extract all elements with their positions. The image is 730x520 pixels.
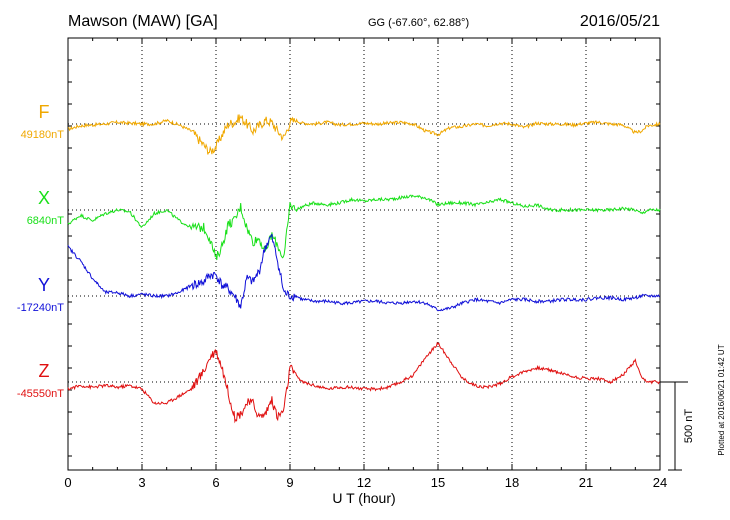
series-line-y [67,233,661,312]
chart-title: Mawson (MAW) [GA] [68,13,218,30]
station-coords: GG (-67.60°, 62.88°) [368,17,469,29]
x-tick-label: 15 [431,475,445,490]
x-tick-label: 21 [579,475,593,490]
x-tick-label: 18 [505,475,519,490]
component-baseline-f: 49180nT [21,129,65,141]
series-line-f [67,113,661,155]
x-axis-ticks: 0 3 6 9 12 15 18 21 24 [64,38,667,490]
left-minor-ticks [68,59,660,457]
component-letter-y: Y [38,275,50,295]
component-baseline-x: 6840nT [27,215,65,227]
x-tick-label: 12 [357,475,371,490]
grid [141,38,587,470]
component-baseline-z: -45550nT [17,388,64,400]
series-line-z [67,341,661,424]
series-line-x [67,194,661,261]
component-letter-f: F [39,102,50,122]
series-lines [67,113,661,424]
scale-bar-label: 500 nT [683,409,695,444]
x-tick-label: 9 [286,475,293,490]
plotted-at-note: Plotted at 2016/06/21 01:42 UT [717,344,726,455]
x-tick-label: 0 [64,475,71,490]
x-tick-label: 24 [653,475,667,490]
scale-bar: 500 nT [660,381,695,471]
component-baseline-y: -17240nT [17,302,64,314]
component-letter-x: X [38,188,50,208]
x-tick-label: 6 [212,475,219,490]
x-tick-label: 3 [138,475,145,490]
component-labels: F 49180nT X 6840nT Y -17240nT Z -45550nT [17,102,64,400]
component-letter-z: Z [39,361,50,381]
x-axis-label: U T (hour) [332,490,395,506]
chart-date: 2016/05/21 [580,13,660,30]
